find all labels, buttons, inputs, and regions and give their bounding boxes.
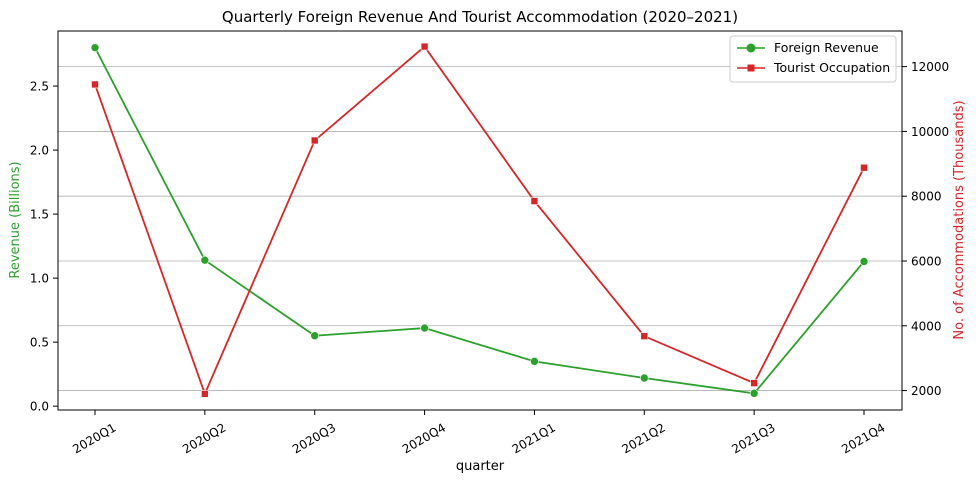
data-point-foreign-revenue	[200, 255, 210, 265]
legend-marker-foreign-revenue	[746, 43, 756, 53]
data-point-foreign-revenue	[749, 389, 759, 398]
chart-title: Quarterly Foreign Revenue And Tourist Ac…	[222, 8, 738, 26]
data-point-tourist-occupation	[91, 80, 99, 89]
data-point-foreign-revenue	[90, 43, 100, 52]
y-axis-right-label: No. of Accommodations (Thousands)	[952, 100, 967, 339]
data-point-foreign-revenue	[530, 357, 539, 366]
plot-frame	[57, 30, 903, 411]
legend-frame	[729, 35, 897, 83]
data-point-tourist-occupation	[201, 390, 209, 398]
x-tick-label: 2020Q1	[70, 420, 118, 456]
x-tick-label: 2021Q1	[510, 420, 558, 456]
y-right-tick-label: 8000	[911, 190, 942, 204]
y-axis-left-label: Revenue (Billions)	[8, 161, 23, 278]
data-point-tourist-occupation	[310, 136, 319, 145]
y-right-tick-label: 2000	[911, 384, 942, 398]
y-axis-left: 0.0 0.5 1.0 1.5 2.0 2.5	[30, 80, 58, 414]
series-layer	[90, 42, 869, 398]
y-right-tick-label: 6000	[911, 254, 942, 268]
x-tick-label: 2021Q2	[620, 420, 668, 456]
legend-label-foreign-revenue: Foreign Revenue	[774, 40, 879, 55]
y-left-tick-label: 1.0	[30, 272, 49, 286]
x-tick-label: 2021Q3	[729, 420, 777, 456]
y-right-tick-label: 10000	[911, 125, 949, 139]
x-axis: 2020Q1 2020Q2 2020Q3 2020Q4 2021Q1 2021Q2 2021…	[70, 410, 888, 456]
y-right-tick-label: 4000	[911, 319, 942, 333]
legend: Foreign Revenue Tourist Occupation	[729, 35, 897, 83]
x-tick-label: 2020Q2	[180, 420, 228, 456]
y-left-tick-label: 1.5	[30, 208, 49, 222]
series-line-foreign-revenue	[94, 47, 865, 395]
x-tick-label: 2020Q4	[400, 420, 448, 456]
y-left-tick-label: 0.5	[30, 336, 49, 350]
data-point-tourist-occupation	[640, 332, 649, 340]
series-line-tourist-occupation	[94, 45, 865, 397]
gridlines	[58, 66, 902, 391]
y-right-tick-label: 12000	[911, 60, 949, 74]
data-point-tourist-occupation	[420, 42, 429, 51]
data-point-foreign-revenue	[420, 323, 429, 333]
data-point-foreign-revenue	[310, 331, 320, 341]
y-left-tick-label: 2.0	[30, 144, 49, 158]
x-tick-label: 2020Q3	[290, 420, 338, 456]
x-tick-label: 2021Q4	[839, 420, 887, 456]
data-point-tourist-occupation	[750, 379, 758, 387]
y-left-tick-label: 2.5	[30, 80, 49, 94]
data-point-foreign-revenue	[639, 373, 649, 383]
data-point-tourist-occupation	[860, 163, 868, 172]
legend-marker-tourist-occupation	[747, 64, 755, 72]
y-left-tick-label: 0.0	[30, 400, 49, 414]
x-axis-label: quarter	[456, 459, 505, 474]
data-point-tourist-occupation	[530, 197, 539, 205]
data-point-foreign-revenue	[859, 257, 869, 266]
legend-label-tourist-occupation: Tourist Occupation	[773, 60, 890, 75]
y-axis-right: 2000 4000 6000 8000 10000 12000	[902, 60, 949, 398]
